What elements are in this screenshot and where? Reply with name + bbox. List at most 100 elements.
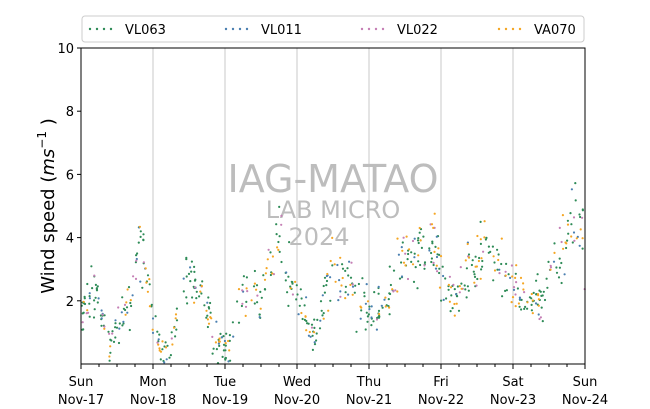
data-point-vl063 [341,267,345,270]
data-point-vl063 [187,272,191,275]
data-point-va070 [224,342,227,345]
scatter-points [80,182,586,365]
x-tick-label-day: Thu [356,375,381,390]
data-point-va070 [388,306,391,309]
data-point-vl063 [287,275,290,278]
data-point-vl011 [122,320,125,323]
data-point-va070 [514,276,517,279]
data-point-vl011 [309,335,312,338]
data-point-va070 [477,259,480,263]
data-point-vl063 [465,267,468,270]
data-point-vl011 [368,308,371,311]
x-tick-label-day: Tue [213,375,236,390]
data-point-vl022 [170,337,173,340]
data-point-va070 [402,261,406,264]
data-point-vl063 [211,352,214,355]
data-point-vl011 [377,285,380,288]
data-point-vl063 [357,282,360,286]
data-point-vl011 [370,305,373,308]
data-point-vl063 [423,261,427,264]
data-point-vl063 [222,335,225,338]
data-point-vl063 [438,271,441,275]
data-point-vl063 [278,235,281,238]
data-point-vl063 [161,348,164,351]
data-point-vl022 [394,289,397,292]
data-point-va070 [289,287,292,290]
data-point-vl011 [375,328,378,331]
data-point-vl063 [381,306,384,309]
data-point-vl063 [141,286,144,289]
legend-marker [497,27,501,31]
data-point-vl022 [498,272,501,275]
data-point-vl063 [430,251,433,255]
data-point-vl063 [478,256,481,260]
data-point-vl063 [514,272,517,275]
data-point-vl011 [339,290,342,293]
data-point-va070 [159,350,163,353]
data-point-vl063 [456,285,459,288]
data-point-vl063 [245,276,248,279]
data-point-vl063 [467,289,470,292]
data-point-vl063 [228,339,231,342]
data-point-vl063 [322,284,325,288]
data-point-vl063 [516,287,520,290]
data-point-vl011 [157,338,160,341]
data-point-va070 [378,313,381,316]
data-point-vl063 [92,316,96,319]
data-point-vl063 [410,260,413,263]
data-point-vl063 [142,233,145,236]
data-point-vl022 [558,226,561,229]
data-point-vl063 [496,248,499,251]
data-point-vl022 [156,341,159,344]
data-point-vl063 [353,291,356,294]
data-point-vl063 [541,320,544,323]
data-point-vl063 [168,356,171,359]
data-point-vl063 [401,241,404,244]
data-point-vl011 [329,276,332,279]
data-point-va070 [174,317,177,320]
data-point-vl063 [398,277,402,280]
data-point-vl063 [505,262,508,265]
data-point-vl063 [118,322,121,325]
data-point-va070 [473,281,476,284]
y-tick-label: 4 [66,232,74,247]
data-point-vl063 [182,290,185,293]
data-point-va070 [455,302,458,305]
data-point-va070 [164,346,168,349]
data-point-vl063 [121,296,124,299]
data-point-vl011 [498,268,501,271]
data-point-va070 [453,302,456,306]
data-point-vl063 [225,332,228,335]
data-point-va070 [214,341,217,344]
data-point-vl022 [482,250,485,253]
legend-marker [238,27,242,31]
data-point-va070 [171,343,174,346]
data-point-va070 [161,340,164,343]
data-point-vl022 [81,321,84,324]
data-point-vl011 [351,285,355,288]
data-point-va070 [396,290,399,293]
data-point-vl063 [148,283,151,286]
data-point-vl063 [344,291,347,294]
data-point-va070 [206,318,209,321]
data-point-vl063 [81,312,84,315]
data-point-va070 [304,315,307,318]
data-point-vl063 [389,283,392,287]
data-point-va070 [157,343,160,346]
data-point-vl063 [365,311,368,314]
data-point-vl063 [278,205,281,208]
data-point-vl063 [355,330,358,333]
data-point-vl063 [487,245,490,248]
data-point-vl063 [122,307,125,310]
data-point-vl063 [260,296,263,299]
data-point-vl063 [269,251,272,254]
data-point-va070 [300,311,303,315]
data-point-vl063 [567,232,570,235]
data-point-va070 [245,287,248,290]
data-point-vl022 [339,295,342,298]
watermark-line1: IAG-MATAO [227,157,438,201]
data-point-vl063 [344,269,347,272]
x-tick-label-date: Nov-21 [346,393,392,408]
data-point-vl063 [117,341,121,345]
data-point-vl063 [467,253,471,256]
